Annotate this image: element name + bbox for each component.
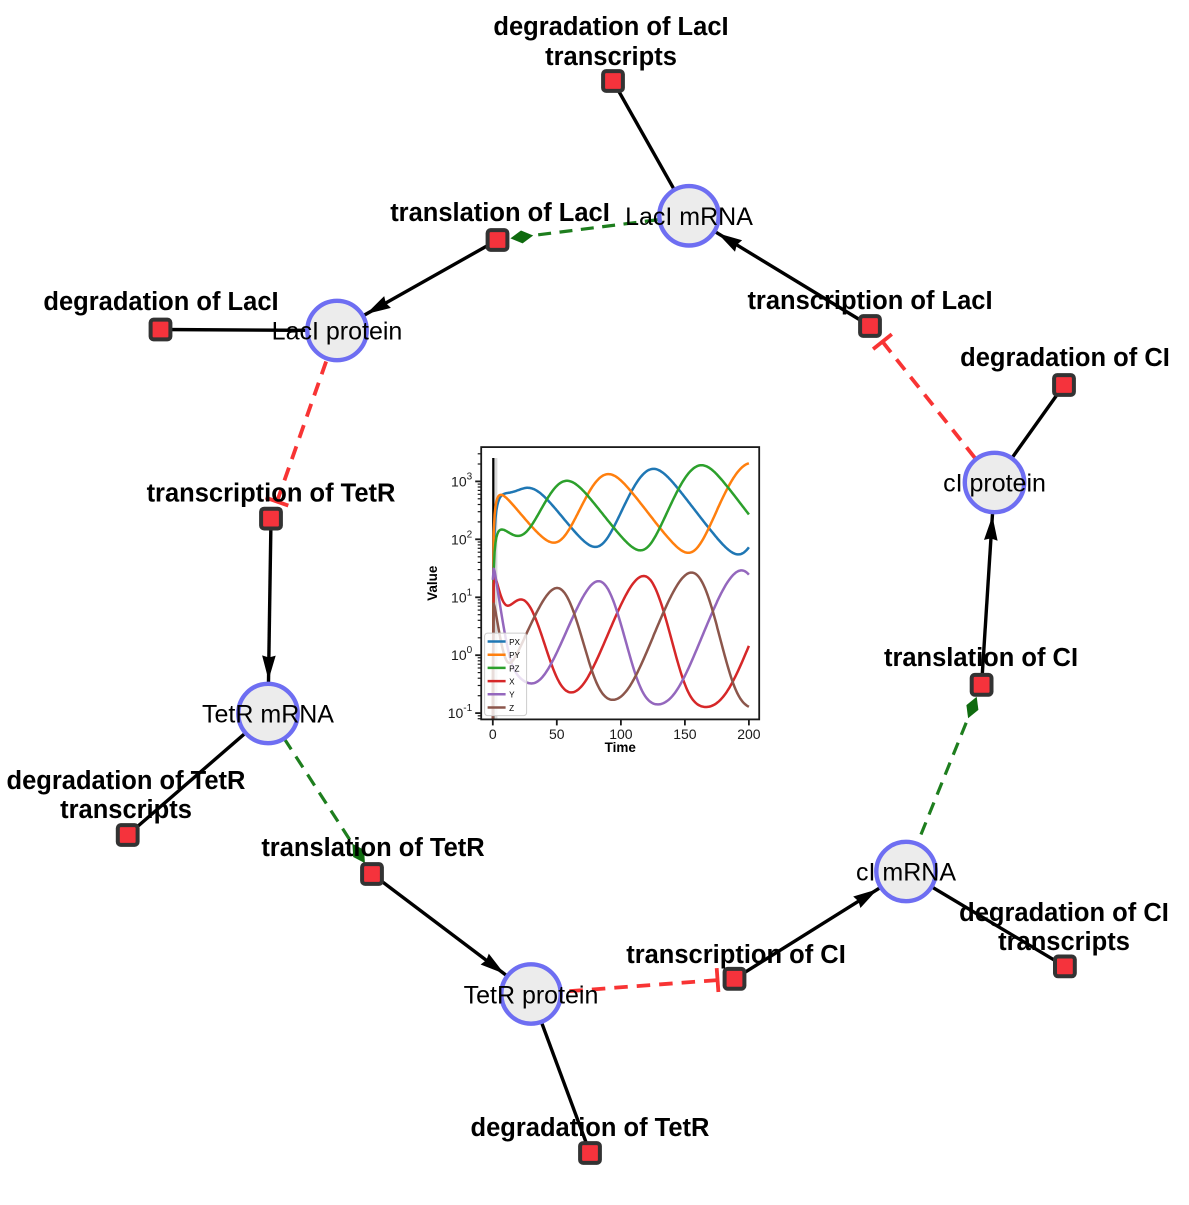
svg-text:cI protein: cI protein xyxy=(943,470,1046,498)
svg-text:LacI protein: LacI protein xyxy=(272,318,403,346)
svg-text:cI mRNA: cI mRNA xyxy=(856,859,956,887)
svg-text:200: 200 xyxy=(737,726,761,742)
svg-text:transcripts: transcripts xyxy=(60,796,192,824)
svg-text:TetR mRNA: TetR mRNA xyxy=(202,701,334,729)
svg-text:TetR protein: TetR protein xyxy=(464,982,599,1010)
svg-text:Y: Y xyxy=(509,691,515,700)
svg-text:transcripts: transcripts xyxy=(998,928,1130,956)
svg-text:Z: Z xyxy=(509,704,514,713)
svg-text:transcription of TetR: transcription of TetR xyxy=(147,480,396,508)
svg-text:degradation of TetR: degradation of TetR xyxy=(471,1114,710,1142)
svg-text:Value: Value xyxy=(425,565,440,601)
svg-text:101: 101 xyxy=(451,587,473,605)
svg-text:X: X xyxy=(509,678,515,687)
svg-text:103: 103 xyxy=(451,471,473,489)
svg-text:PZ: PZ xyxy=(509,664,519,673)
svg-text:LacI mRNA: LacI mRNA xyxy=(625,203,753,231)
svg-text:102: 102 xyxy=(451,529,473,547)
svg-text:transcription of CI: transcription of CI xyxy=(626,941,846,969)
svg-text:degradation of LacI: degradation of LacI xyxy=(43,288,278,316)
svg-text:translation of LacI: translation of LacI xyxy=(390,199,610,227)
svg-text:transcripts: transcripts xyxy=(545,43,677,71)
svg-text:100: 100 xyxy=(451,645,473,663)
svg-text:100: 100 xyxy=(609,726,633,742)
svg-text:degradation of CI: degradation of CI xyxy=(960,344,1170,372)
svg-text:transcription of LacI: transcription of LacI xyxy=(747,287,992,315)
svg-text:translation of TetR: translation of TetR xyxy=(261,834,484,862)
svg-text:0: 0 xyxy=(489,726,497,742)
svg-text:translation of CI: translation of CI xyxy=(884,644,1078,672)
svg-text:Time: Time xyxy=(605,740,637,755)
svg-text:degradation of TetR: degradation of TetR xyxy=(7,767,246,795)
svg-text:degradation of LacI: degradation of LacI xyxy=(493,13,728,41)
svg-text:PX: PX xyxy=(509,638,520,647)
svg-text:PY: PY xyxy=(509,651,520,660)
svg-text:10-1: 10-1 xyxy=(448,703,473,721)
svg-text:150: 150 xyxy=(673,726,697,742)
svg-text:degradation of CI: degradation of CI xyxy=(959,899,1169,927)
svg-text:50: 50 xyxy=(549,726,565,742)
